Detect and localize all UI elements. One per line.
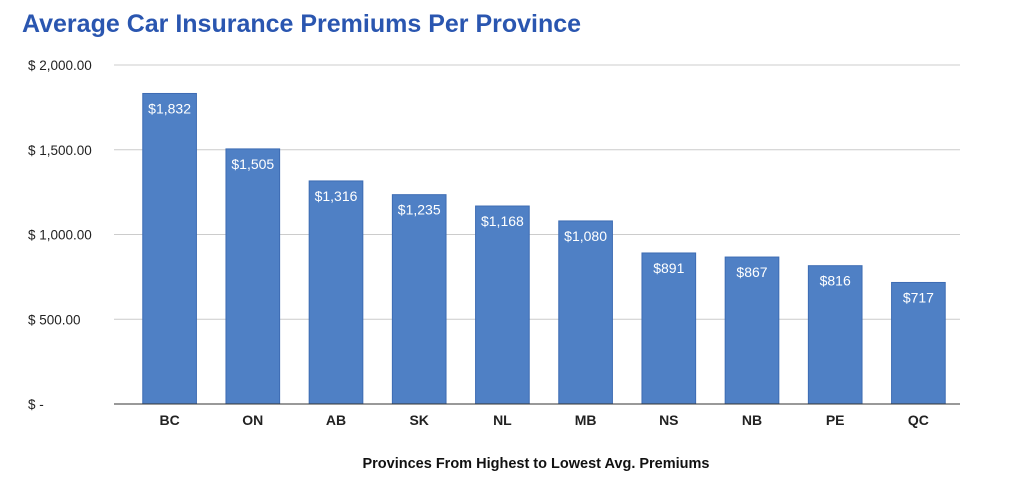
bar xyxy=(807,265,863,405)
data-label: $1,505 xyxy=(231,156,274,172)
bar xyxy=(225,148,281,405)
x-tick-label: BC xyxy=(159,412,179,428)
x-tick-label: PE xyxy=(826,412,845,428)
bar xyxy=(391,194,447,405)
x-axis-tick-labels: BC ON AB SK NL MB NS NB PE QC xyxy=(159,412,928,428)
data-label: $717 xyxy=(903,289,934,305)
chart-title: Average Car Insurance Premiums Per Provi… xyxy=(22,10,582,38)
bar xyxy=(891,281,946,405)
data-label: $891 xyxy=(653,260,684,276)
x-tick-label: QC xyxy=(908,412,929,428)
bars xyxy=(142,92,946,405)
data-label: $1,235 xyxy=(398,202,441,218)
data-label: $816 xyxy=(820,273,851,289)
x-tick-label: AB xyxy=(326,412,346,428)
data-label: $1,168 xyxy=(481,213,524,229)
bar xyxy=(475,205,530,405)
x-tick-label: ON xyxy=(242,412,263,428)
x-tick-label: NB xyxy=(742,412,762,428)
data-label: $867 xyxy=(736,264,767,280)
x-axis-title: Provinces From Highest to Lowest Avg. Pr… xyxy=(362,456,709,472)
x-tick-label: NS xyxy=(659,412,678,428)
bar xyxy=(558,220,613,405)
y-tick-label: $ - xyxy=(28,397,44,412)
y-tick-label: $ 2,000.00 xyxy=(28,58,92,73)
bar xyxy=(724,256,780,405)
data-label: $1,832 xyxy=(148,100,191,116)
data-labels: $1,832 $1,505 $1,316 $1,235 $1,168 $1,080 $891… xyxy=(148,100,934,305)
x-tick-label: MB xyxy=(575,412,597,428)
x-tick-label: NL xyxy=(493,412,512,428)
x-tick-label: SK xyxy=(409,412,428,428)
data-label: $1,316 xyxy=(315,188,358,204)
bar xyxy=(142,92,197,405)
y-axis-tick-labels: $ - $ 500.00 $ 1,000.00 $ 1,500.00 $ 2,000.0… xyxy=(28,58,92,412)
bar xyxy=(308,180,364,405)
y-tick-label: $ 1,500.00 xyxy=(28,143,92,158)
y-tick-label: $ 1,000.00 xyxy=(28,228,92,243)
y-tick-label: $ 500.00 xyxy=(28,312,81,327)
data-label: $1,080 xyxy=(564,228,607,244)
